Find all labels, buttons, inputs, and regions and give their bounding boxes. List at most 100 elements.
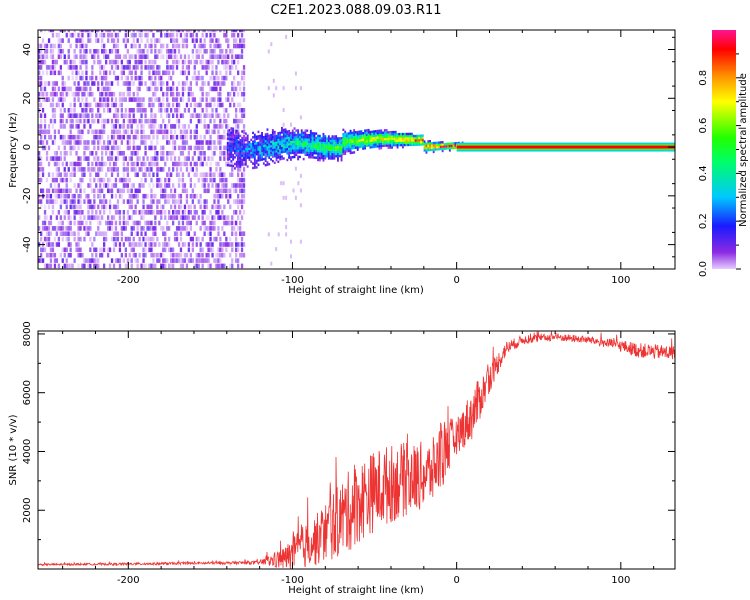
spectrogram-cell bbox=[99, 32, 102, 38]
spectrogram-cell bbox=[246, 138, 249, 142]
spectrogram-cell bbox=[105, 172, 108, 177]
spectrogram-cell bbox=[77, 81, 80, 86]
spectrogram-cell bbox=[49, 242, 53, 247]
spectrogram-cell bbox=[257, 150, 260, 153]
spectrogram-cell bbox=[57, 54, 60, 59]
spectrogram-cell bbox=[114, 226, 118, 231]
spectrogram-cell bbox=[191, 49, 194, 54]
spectrogram-cell bbox=[237, 167, 240, 172]
spectrogram-cell bbox=[57, 167, 60, 172]
spectrogram-cell bbox=[69, 102, 72, 108]
spectrogram-cell bbox=[175, 102, 179, 108]
spectrogram-cell bbox=[101, 247, 104, 253]
spectrogram-cell bbox=[57, 97, 60, 102]
spectrogram-cell bbox=[116, 38, 120, 43]
spectrogram-cell bbox=[219, 134, 222, 140]
spectrogram-cell bbox=[304, 142, 307, 145]
spectrogram-cell bbox=[67, 86, 70, 92]
spectrogram-cell bbox=[392, 137, 395, 140]
spectrogram-cell bbox=[181, 91, 185, 97]
spectrogram-cell bbox=[288, 134, 291, 137]
spectrogram-cell bbox=[185, 252, 189, 258]
spectrogram-cell bbox=[201, 86, 204, 92]
spectrogram-cell bbox=[217, 81, 220, 86]
spectrogram-cell bbox=[51, 172, 55, 177]
spectrogram-cell bbox=[300, 151, 303, 154]
spectrogram-cell bbox=[201, 220, 204, 226]
spectrogram-cell bbox=[232, 127, 235, 130]
spectrogram-cell bbox=[79, 161, 82, 167]
spectrogram-cell bbox=[223, 75, 226, 81]
spectrogram-cell bbox=[116, 54, 120, 59]
spectrogram-cell bbox=[59, 91, 62, 97]
spectrogram-cell bbox=[158, 252, 161, 258]
spectrogram-cell bbox=[93, 156, 96, 161]
spectrogram-cell bbox=[85, 86, 88, 92]
spectrogram-cell bbox=[166, 65, 169, 70]
spectrogram-cell bbox=[382, 144, 384, 147]
spectrogram-cell bbox=[252, 149, 254, 152]
spectrogram-cell bbox=[187, 220, 190, 226]
spectrogram-cell bbox=[284, 135, 287, 138]
spectrogram-cell bbox=[436, 141, 439, 144]
spectrogram-cell bbox=[288, 132, 291, 135]
spectrogram-cell bbox=[189, 113, 192, 118]
spectrogram-cell bbox=[259, 136, 262, 140]
spectrogram-cell bbox=[122, 97, 125, 102]
spectrogram-cell bbox=[148, 59, 151, 65]
spectrogram-cell bbox=[183, 81, 187, 86]
spectrogram-cell bbox=[105, 145, 108, 151]
spectrogram-cell bbox=[179, 215, 183, 220]
spectrogram-cell bbox=[371, 134, 374, 138]
spectrogram-cell bbox=[242, 134, 246, 140]
spectrogram-cell bbox=[97, 59, 100, 65]
spectrogram-cell bbox=[418, 134, 421, 137]
spectrogram-cell bbox=[107, 30, 110, 33]
spectrogram-cell bbox=[142, 134, 145, 140]
spectrogram-cell bbox=[142, 108, 145, 113]
spectrogram-cell bbox=[85, 220, 88, 226]
spectrogram-cell bbox=[160, 86, 163, 92]
spectrogram-cell bbox=[93, 193, 96, 199]
spectrogram-cell bbox=[264, 150, 267, 154]
spectrogram-cell bbox=[233, 81, 236, 86]
spectrogram-cell bbox=[134, 75, 137, 81]
spectrogram-cell bbox=[166, 59, 169, 65]
spectrogram-cell bbox=[382, 135, 384, 139]
spectrogram-cell bbox=[207, 215, 210, 220]
spectrogram-cell bbox=[150, 242, 153, 247]
spectrogram-cell bbox=[73, 199, 76, 204]
spectrogram-cell bbox=[383, 131, 386, 134]
spectrogram-cell bbox=[322, 146, 325, 149]
spectrogram-cell bbox=[299, 239, 302, 244]
spectrogram-cell bbox=[51, 54, 55, 59]
spectrogram-cell bbox=[101, 252, 104, 258]
spectrogram-cell bbox=[360, 134, 363, 137]
spectrogram-cell bbox=[79, 49, 82, 54]
spectrogram-cell bbox=[45, 140, 49, 145]
spectrogram-cell bbox=[244, 152, 247, 155]
spectrogram-cell bbox=[103, 97, 106, 102]
spectrogram-cell bbox=[187, 156, 190, 161]
spectrogram-cell bbox=[59, 252, 62, 258]
spectrogram-cell bbox=[110, 258, 114, 263]
spectrogram-cell bbox=[179, 30, 183, 33]
spectrogram-cell bbox=[290, 134, 292, 137]
spectrogram-cell bbox=[286, 139, 289, 142]
spectrogram-cell bbox=[237, 193, 240, 199]
spectrogram-cell bbox=[126, 59, 129, 65]
spectrogram-cell bbox=[177, 102, 181, 108]
spectrogram-cell bbox=[85, 59, 88, 65]
spectrogram-cell bbox=[333, 150, 336, 153]
spectrogram-cell bbox=[271, 144, 274, 147]
spectrogram-cell bbox=[333, 135, 336, 138]
spectrogram-cell bbox=[150, 59, 153, 65]
spectrogram-cell bbox=[378, 140, 381, 143]
spectrogram-cell bbox=[152, 252, 155, 258]
spectrogram-cell bbox=[41, 167, 45, 172]
spectrogram-cell bbox=[134, 145, 137, 151]
spectrogram-cell bbox=[293, 153, 296, 157]
spectrogram-cell bbox=[116, 30, 120, 33]
spectrogram-cell bbox=[38, 91, 41, 97]
spectrogram-cell bbox=[103, 43, 106, 49]
